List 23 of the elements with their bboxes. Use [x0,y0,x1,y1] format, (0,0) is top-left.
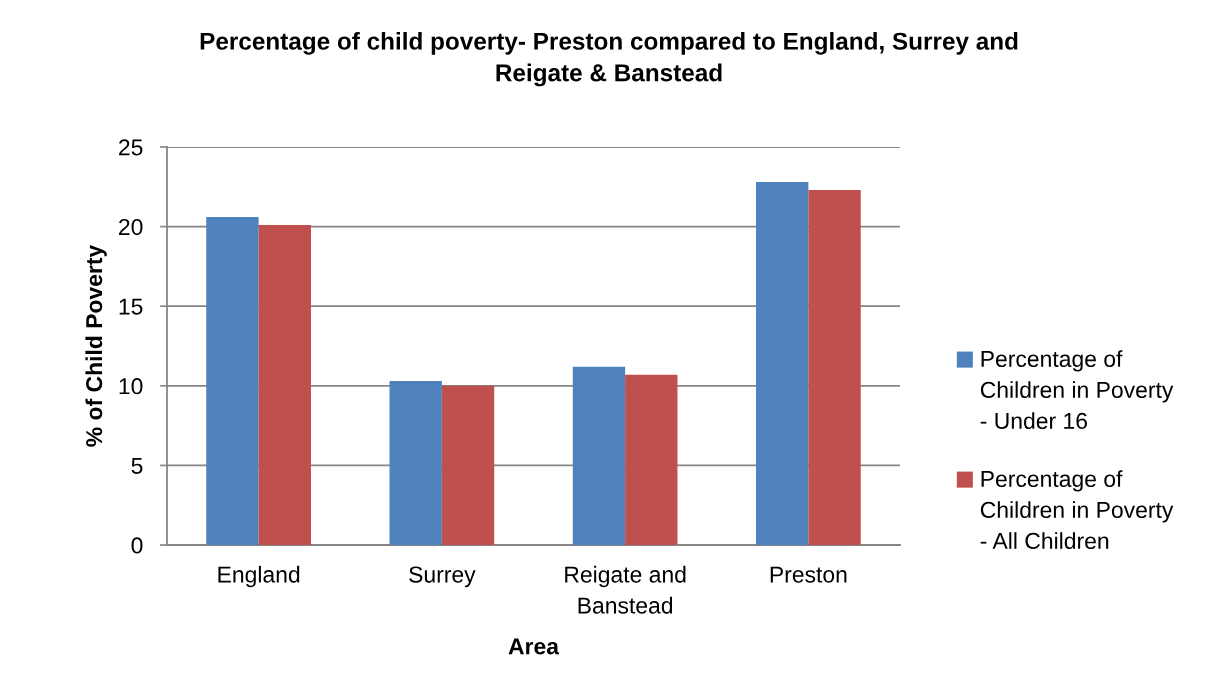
x-tick-label: Reigate and Banstead [565,565,686,614]
chart-title: Percentage of child poverty- Preston compared to England, Surrey and Reigate & Banstead [200,32,1018,87]
x-tick-label: England [218,565,300,588]
legend-label: Percentage of Children in Poverty - All Children [980,470,1174,550]
y-tick-label: 10 [119,378,143,395]
x-tick-label: Surrey [409,566,476,588]
y-axis-title: % of Child Poverty [85,244,107,447]
bar [572,366,626,545]
y-tick-label: 5 [131,457,143,474]
y-tick-label: 20 [119,218,143,236]
legend-label: Percentage of Children in Poverty - Under 16 [980,350,1174,430]
y-tick-label: 0 [131,537,143,554]
bar [389,381,442,545]
x-tick-label: Preston [770,566,847,583]
bar [625,374,678,545]
y-tick-label: 15 [119,298,143,315]
x-axis-title: Area [508,638,560,655]
y-tick-label: 25 [119,139,143,156]
bar [756,182,809,545]
bar [808,189,861,545]
bar [258,225,311,545]
bar [441,385,495,545]
bar [206,217,259,545]
